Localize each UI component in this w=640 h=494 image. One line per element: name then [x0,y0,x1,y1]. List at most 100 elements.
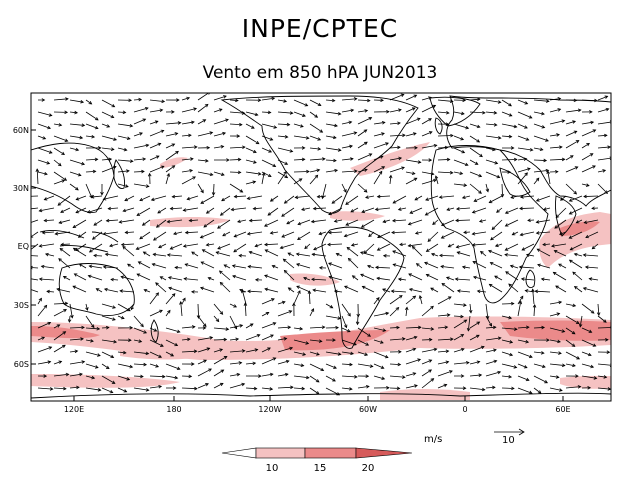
wind-vector [533,99,549,102]
wind-vector [405,107,416,113]
wind-vector-head [494,275,498,279]
wind-vector [533,375,548,384]
wind-vector-head [473,198,478,202]
wind-vector [565,155,574,161]
wind-vector [245,171,261,175]
wind-vector-head [445,122,450,126]
wind-vector-head [230,207,235,212]
wind-vector-head [510,301,515,306]
wind-vector [597,363,611,366]
wind-vector [85,351,101,357]
wind-vector [362,286,375,293]
wind-vector-head [239,288,243,293]
wind-vector [183,207,199,211]
wind-vector-head [509,264,514,269]
wind-vector-head [159,108,164,113]
wind-vector-head [415,263,420,267]
wind-vector-head [81,161,86,166]
wind-vector [165,143,175,149]
shading-high-south [31,374,180,388]
wind-vector [520,195,535,198]
wind-vector [325,123,338,127]
wind-vector-head [441,282,446,287]
wind-vector [149,165,165,173]
wind-vector-head [424,212,429,216]
wind-vector-head [575,320,580,324]
wind-vector [501,99,512,107]
wind-vector [229,373,240,377]
wind-vector [565,351,580,360]
wind-vector-head [492,385,496,390]
wind-vector [85,111,99,121]
wind-vector [53,135,68,142]
wind-vector [57,195,71,206]
wind-vector-head [364,109,369,113]
wind-vector-head [508,134,513,139]
wind-vector [581,363,594,368]
wind-vector [213,383,224,389]
wind-vector [311,219,327,223]
wind-vector [312,253,327,257]
wind-vector [296,285,311,293]
wind-vector [501,339,513,343]
wind-vector [165,132,178,137]
wind-vector-head [126,136,131,140]
wind-vector [237,219,247,223]
wind-vector [328,262,343,269]
wind-vector-head [381,120,386,125]
wind-vector-head [47,125,52,130]
wind-vector-head [397,277,402,282]
wind-vector [133,132,143,137]
wind-vector [462,195,471,199]
wind-vector-head [241,382,246,387]
wind-vector [341,375,357,378]
wind-vector-head [472,275,477,280]
wind-vector [581,327,592,333]
wind-vector-head [272,322,277,326]
wind-vector [469,387,485,391]
wind-vector [510,265,519,269]
wind-vector-head [202,119,207,123]
wind-vector-head [138,97,143,102]
wind-vector-head [113,137,118,141]
wind-vector [149,99,165,102]
wind-vector-head [35,168,40,172]
wind-vector [341,315,347,328]
coastline-north-america [220,95,419,214]
wind-vector [264,243,279,246]
wind-vector [469,346,485,353]
wind-vector-head [155,155,160,159]
wind-vector [221,195,231,202]
wind-vector-head [297,236,301,240]
wind-vector [309,326,325,329]
wind-vector-head [576,356,581,360]
wind-vector [85,123,99,129]
wind-vector [491,219,503,230]
wind-vector [122,246,135,257]
wind-vector-head [159,276,164,280]
coastline-arabia [499,167,531,197]
wind-vector-head [269,372,274,377]
wind-vector-head [417,160,422,164]
wind-vector [101,339,117,343]
wind-vector [229,99,239,101]
wind-vector [408,243,423,247]
wind-vector [572,271,583,281]
wind-vector-head [169,206,174,211]
wind-vector [373,327,386,332]
wind-vector [37,159,50,164]
wind-vector-head [460,314,464,319]
wind-vector-head [568,259,573,263]
wind-vector [85,363,99,368]
wind-vector-head [528,390,533,395]
wind-vector [441,283,455,293]
wind-vector-head [48,346,53,350]
wind-vector [565,315,580,324]
wind-vector [175,267,183,269]
lat-tick-label: 60S [14,360,29,369]
wind-vector [517,363,528,369]
wind-vector [197,159,209,162]
wind-vector-head [508,113,513,117]
wind-vector [597,121,611,125]
wind-vector-head [430,305,434,310]
